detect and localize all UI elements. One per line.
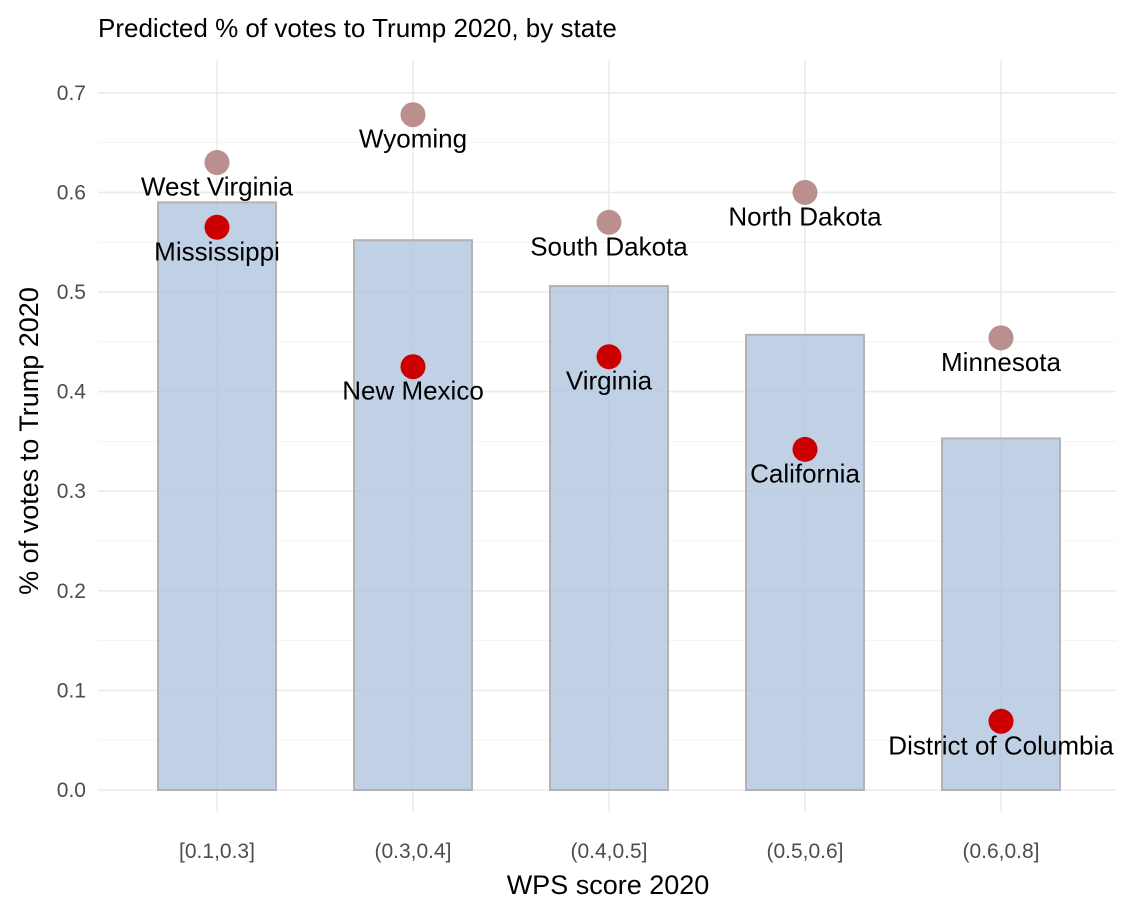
y-tick-label: 0.6 — [57, 181, 86, 204]
point-label: Minnesota — [941, 347, 1061, 377]
point — [204, 150, 230, 176]
bars — [157, 201, 1061, 792]
y-tick-labels: 0.0 0.1 0.2 0.3 0.4 0.5 0.6 0.7 — [57, 82, 87, 802]
point — [400, 102, 426, 128]
x-tick-label: [0.1,0.3] — [179, 840, 255, 863]
point — [596, 209, 622, 235]
point — [792, 179, 818, 205]
point-label: California — [750, 458, 860, 488]
point-labels: West Virginia Mississippi Wyoming New Mexic… — [141, 124, 1114, 761]
point — [204, 214, 230, 240]
x-tick-label: (0.6,0.8] — [962, 840, 1039, 863]
y-axis-title: % of votes to Trump 2020 — [14, 287, 44, 595]
x-axis-title: WPS score 2020 — [507, 870, 710, 900]
x-tick-labels: [0.1,0.3] (0.3,0.4] (0.4,0.5] (0.5,0.6] (0.6… — [179, 840, 1039, 863]
points — [204, 102, 1014, 734]
y-tick-label: 0.1 — [57, 679, 86, 702]
y-tick-label: 0.3 — [57, 480, 86, 503]
point-label: Mississippi — [154, 236, 280, 266]
point-label: District of Columbia — [888, 730, 1114, 760]
chart-title: Predicted % of votes to Trump 2020, by s… — [98, 13, 617, 43]
y-tick-label: 0.0 — [57, 779, 86, 802]
point — [400, 354, 426, 380]
bar — [745, 333, 865, 791]
bar — [353, 239, 473, 791]
bar — [549, 285, 669, 791]
point-label: New Mexico — [342, 376, 484, 406]
point-label: Wyoming — [359, 124, 467, 154]
x-tick-label: (0.5,0.6] — [766, 840, 843, 863]
point-label: North Dakota — [728, 201, 882, 231]
point-label: West Virginia — [141, 172, 294, 202]
y-tick-label: 0.5 — [57, 281, 86, 304]
point — [596, 344, 622, 370]
y-tick-label: 0.7 — [57, 82, 86, 105]
y-tick-label: 0.2 — [57, 580, 86, 603]
x-tick-label: (0.4,0.5] — [570, 840, 647, 863]
x-tick-label: (0.3,0.4] — [374, 840, 451, 863]
point-label: Virginia — [566, 366, 653, 396]
point — [988, 325, 1014, 351]
bar — [157, 201, 277, 792]
point-label: South Dakota — [530, 231, 688, 261]
point — [792, 436, 818, 462]
point — [988, 708, 1014, 734]
y-tick-label: 0.4 — [57, 381, 87, 404]
